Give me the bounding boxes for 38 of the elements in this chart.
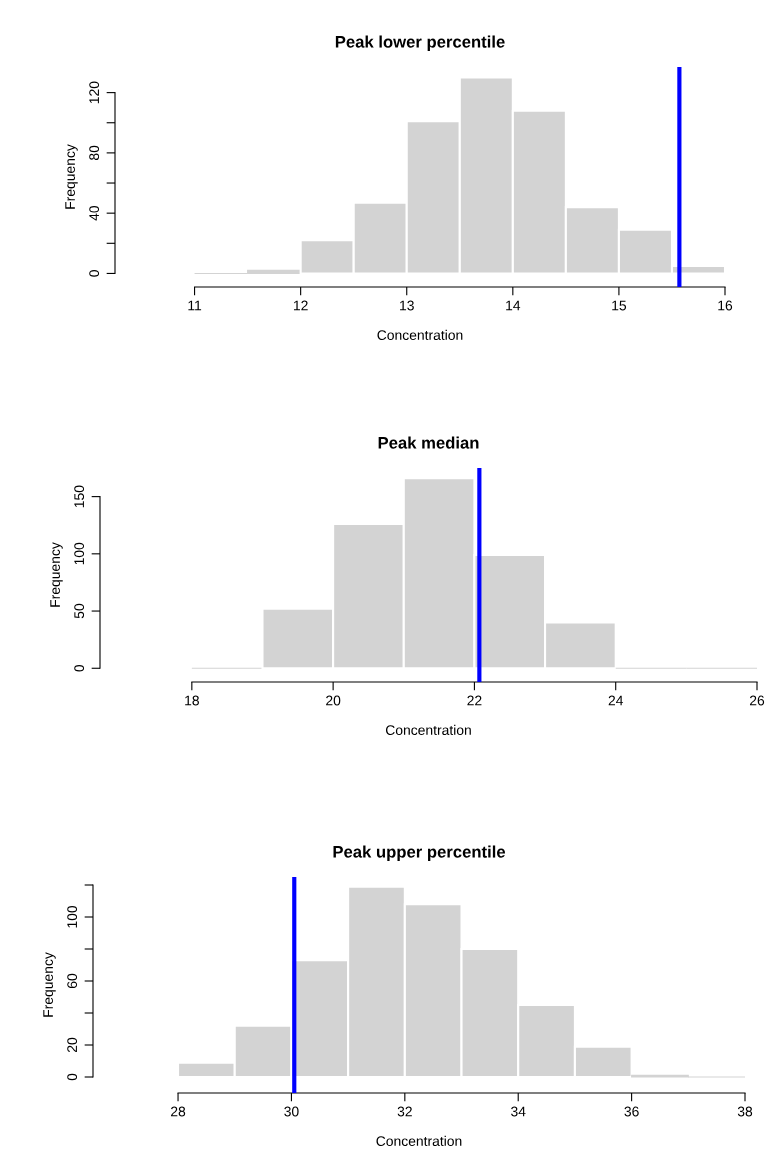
chart-title: Peak upper percentile [333,845,506,862]
chart-title: Peak median [378,436,479,449]
y-axis-title: Frequency [65,144,78,209]
x-axis-title: Concentration [376,1135,462,1147]
y-tick-label: 0 [89,270,100,277]
y-tick-label: 120 [89,81,100,104]
y-axis-title: Frequency [43,952,56,1017]
x-tick-label: 16 [718,300,733,311]
x-tick-label: 20 [326,695,341,706]
chart-title: Peak lower percentile [335,35,505,52]
x-tick-label: 22 [467,695,482,706]
y-axis-title: Frequency [50,542,63,607]
x-tick-label: 24 [608,695,624,706]
x-tick-label: 28 [171,1106,186,1117]
y-tick-label: 40 [89,205,100,221]
x-tick-label: 14 [506,300,521,311]
y-tick-label: 0 [67,1073,78,1081]
x-tick-label: 30 [284,1106,299,1117]
x-tick-label: 12 [293,300,308,311]
x-tick-label: 34 [511,1106,526,1117]
y-tick-label: 150 [74,485,85,508]
x-tick-label: 36 [624,1106,639,1117]
x-tick-label: 26 [749,695,765,706]
x-tick-label: 18 [185,695,199,706]
y-tick-label: 20 [67,1037,78,1053]
x-tick-label: 11 [188,300,202,311]
x-axis-title: Concentration [385,724,471,736]
x-tick-label: 13 [400,300,414,311]
y-tick-label: 100 [74,542,85,565]
y-tick-label: 100 [67,905,78,928]
x-tick-label: 15 [612,300,627,311]
y-tick-label: 80 [89,145,100,161]
y-tick-label: 50 [74,603,85,619]
y-tick-label: 60 [67,973,78,989]
x-axis-title: Concentration [377,329,463,341]
y-tick-label: 0 [74,664,85,672]
x-tick-label: 38 [737,1106,753,1117]
x-tick-label: 32 [397,1106,412,1117]
